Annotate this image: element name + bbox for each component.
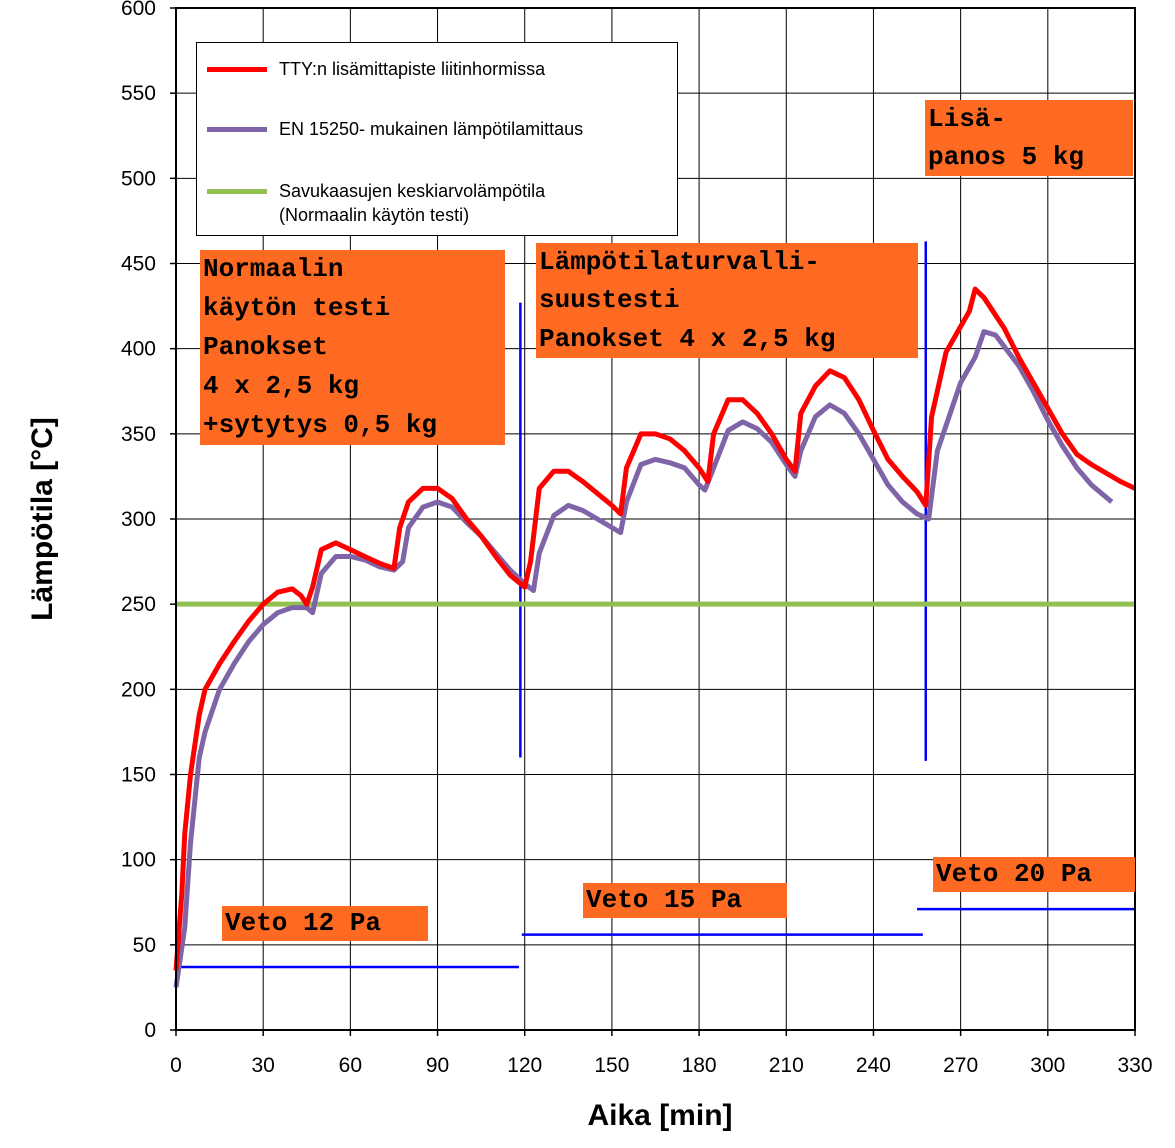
y-tick-label: 250 <box>121 593 156 616</box>
x-tick-label: 90 <box>426 1054 449 1077</box>
x-tick-label: 270 <box>943 1054 978 1077</box>
series-line <box>173 329 1114 988</box>
y-tick-label: 300 <box>121 508 156 531</box>
annotation: Veto 20 Pa <box>933 857 1135 892</box>
annotation: Veto 15 Pa <box>583 883 787 918</box>
x-tick-label: 180 <box>682 1054 717 1077</box>
x-tick-label: 240 <box>856 1054 891 1077</box>
annotation: Veto 12 Pa <box>222 906 428 941</box>
x-tick-label: 0 <box>170 1054 182 1077</box>
legend-item: TTY:n lisämittapiste liitinhormissa <box>207 57 545 81</box>
y-tick-label: 0 <box>144 1019 156 1042</box>
x-tick-label: 330 <box>1117 1054 1152 1077</box>
x-tick-label: 150 <box>594 1054 629 1077</box>
annotation: Normaalin käytön testi Panokset 4 x 2,5 … <box>200 250 505 445</box>
legend-label: TTY:n lisämittapiste liitinhormissa <box>279 59 546 79</box>
plot <box>173 241 1137 988</box>
x-tick-label: 210 <box>769 1054 804 1077</box>
y-axis-label: Lämpötila [°C] <box>26 417 59 621</box>
legend-item: Savukaasujen keskiarvolämpötila (Normaal… <box>207 179 545 227</box>
series-line <box>173 286 1137 971</box>
annotation: Lämpötilaturvalli- suustesti Panokset 4 … <box>536 243 918 358</box>
legend-swatch <box>207 67 267 72</box>
y-tick-label: 50 <box>133 934 156 957</box>
y-tick-label: 100 <box>121 849 156 872</box>
y-tick-label: 350 <box>121 423 156 446</box>
legend-label: EN 15250- mukainen lämpötilamittaus <box>279 119 584 139</box>
x-tick-label: 60 <box>339 1054 362 1077</box>
x-tick-label: 300 <box>1030 1054 1065 1077</box>
y-tick-label: 500 <box>121 167 156 190</box>
y-tick-label: 150 <box>121 764 156 787</box>
x-tick-label: 30 <box>252 1054 275 1077</box>
x-axis-label: Aika [min] <box>587 1099 732 1132</box>
y-tick-label: 200 <box>121 678 156 701</box>
y-tick-label: 550 <box>121 82 156 105</box>
legend-swatch <box>207 127 267 132</box>
legend-item: EN 15250- mukainen lämpötilamittaus <box>207 117 583 141</box>
x-tick-label: 120 <box>507 1054 542 1077</box>
y-tick-label: 450 <box>121 253 156 276</box>
legend-label: Savukaasujen keskiarvolämpötila (Normaal… <box>279 181 546 225</box>
annotation: Lisä- panos 5 kg <box>925 100 1133 176</box>
legend-swatch <box>207 189 267 194</box>
legend: TTY:n lisämittapiste liitinhormissa EN 15… <box>196 42 678 236</box>
y-tick-label: 400 <box>121 338 156 361</box>
y-tick-label: 600 <box>121 0 156 20</box>
